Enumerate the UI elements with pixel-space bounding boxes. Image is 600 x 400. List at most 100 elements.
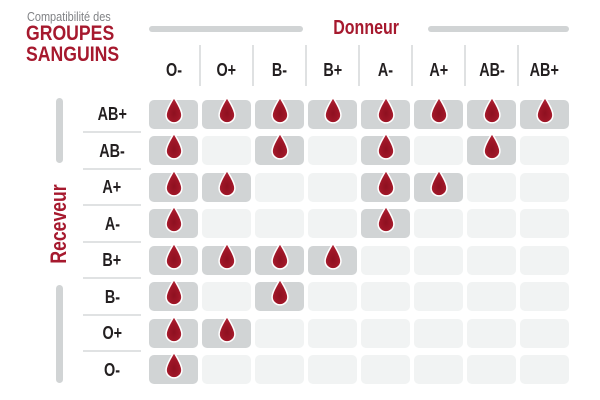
receiver-label-text: AB+ [97,104,127,124]
cell-B--from-B- [255,282,304,311]
donor-header-divider [517,45,519,86]
blood-drop-icon [269,278,290,306]
blood-drop-icon [216,242,237,270]
cell-O--from-B+ [308,355,357,384]
cell-A--from-O- [149,209,198,238]
blood-drop-icon [375,205,396,233]
cell-AB+-from-B- [255,100,304,129]
blood-drop-icon [428,96,449,124]
cell-A+-from-A- [361,173,410,202]
cell-B--from-O- [149,282,198,311]
donor-header-O+: O+ [202,58,251,82]
blood-drop-icon [163,132,184,160]
receiver-label-A+: A+ [82,176,142,198]
blood-drop-icon [216,315,237,343]
cell-B--from-AB- [467,282,516,311]
cell-AB+-from-O+ [202,100,251,129]
cell-O--from-AB- [467,355,516,384]
blood-drop-icon [322,96,343,124]
blood-drop-icon [163,96,184,124]
cell-A+-from-B+ [308,172,357,202]
receiver-label-text: AB- [99,140,125,161]
blood-drop-icon [269,96,290,124]
cell-A+-from-O+ [202,173,251,202]
cell-AB--from-B+ [308,136,357,165]
cell-B+-from-A- [361,245,410,275]
donor-header-text: A- [377,60,394,80]
receiver-label-text: A- [104,213,120,234]
donor-header-AB+: AB+ [520,58,569,82]
receiver-label-separator [83,277,141,280]
cell-AB--from-O+ [202,136,251,165]
blood-drop-icon [481,96,502,124]
cell-O+-from-A+ [414,318,463,348]
cell-O+-from-O- [149,319,198,348]
donor-header-divider [199,45,201,86]
cell-O+-from-B- [255,318,304,348]
receiver-label-separator [83,204,141,207]
cell-O+-from-AB- [467,318,516,348]
blood-drop-icon [375,132,396,160]
cell-AB--from-A- [361,136,410,165]
donor-header-divider [252,45,254,86]
cell-AB+-from-AB+ [520,100,569,129]
donor-header-divider [305,45,307,86]
cell-AB--from-O- [149,136,198,165]
receiver-axis-label-text: Receveur [46,184,71,264]
cell-AB+-from-B+ [308,100,357,129]
cell-B--from-A+ [414,282,463,311]
receiver-label-text: B+ [102,250,122,270]
receiver-label-separator [83,167,141,170]
cell-AB--from-A+ [414,136,463,165]
cell-O--from-B- [255,355,304,384]
cell-A+-from-B- [255,172,304,202]
cell-A--from-B- [255,209,304,238]
receiver-label-separator [83,131,141,134]
receiver-axis-label: Receveur [46,174,72,273]
blood-drop-icon [216,169,237,197]
donor-header-B+: B+ [308,58,357,82]
cell-O--from-A- [361,355,410,384]
chart-pretitle: Compatibilité des [27,9,127,24]
receiver-label-AB-: AB- [82,140,142,162]
donor-header-O-: O- [149,58,198,82]
chart-title-line2: SANGUINS [26,44,137,65]
blood-drop-icon [375,169,396,197]
donor-header-divider [358,45,360,86]
cell-A+-from-AB- [467,172,516,202]
receiver-label-separator [83,350,141,353]
blood-drop-icon [163,278,184,306]
donor-header-AB-: AB- [467,58,516,82]
chart-title-line1-text: GROUPES [26,22,115,45]
receiver-label-O+: O+ [82,322,142,344]
cell-B+-from-B+ [308,246,357,275]
cell-B--from-O+ [202,282,251,311]
receiver-label-O-: O- [82,359,142,381]
cell-O+-from-O+ [202,319,251,348]
blood-drop-icon [481,132,502,160]
receiver-label-text: O+ [102,323,122,343]
blood-drop-icon [269,242,290,270]
cell-B--from-B+ [308,282,357,311]
cell-AB+-from-O- [149,100,198,129]
chart-title-line1: GROUPES [26,23,131,44]
receiver-label-text: O- [104,359,120,380]
receiver-label-separator [83,240,141,243]
blood-drop-icon [534,96,555,124]
donor-header-A-: A- [361,58,410,82]
blood-drop-icon [163,169,184,197]
receiver-label-separator [83,313,141,316]
cell-A--from-B+ [308,209,357,238]
donor-axis-label: Donneur [316,16,416,40]
cell-A+-from-AB+ [520,172,569,202]
blood-drop-icon [322,242,343,270]
blood-drop-icon [163,351,184,379]
donor-header-text: O- [165,60,182,80]
cell-B+-from-AB+ [520,245,569,275]
cell-B+-from-A+ [414,245,463,275]
donor-header-B-: B- [255,58,304,82]
blood-drop-icon [163,205,184,233]
cell-A--from-AB+ [520,209,569,238]
blood-drop-icon [163,242,184,270]
